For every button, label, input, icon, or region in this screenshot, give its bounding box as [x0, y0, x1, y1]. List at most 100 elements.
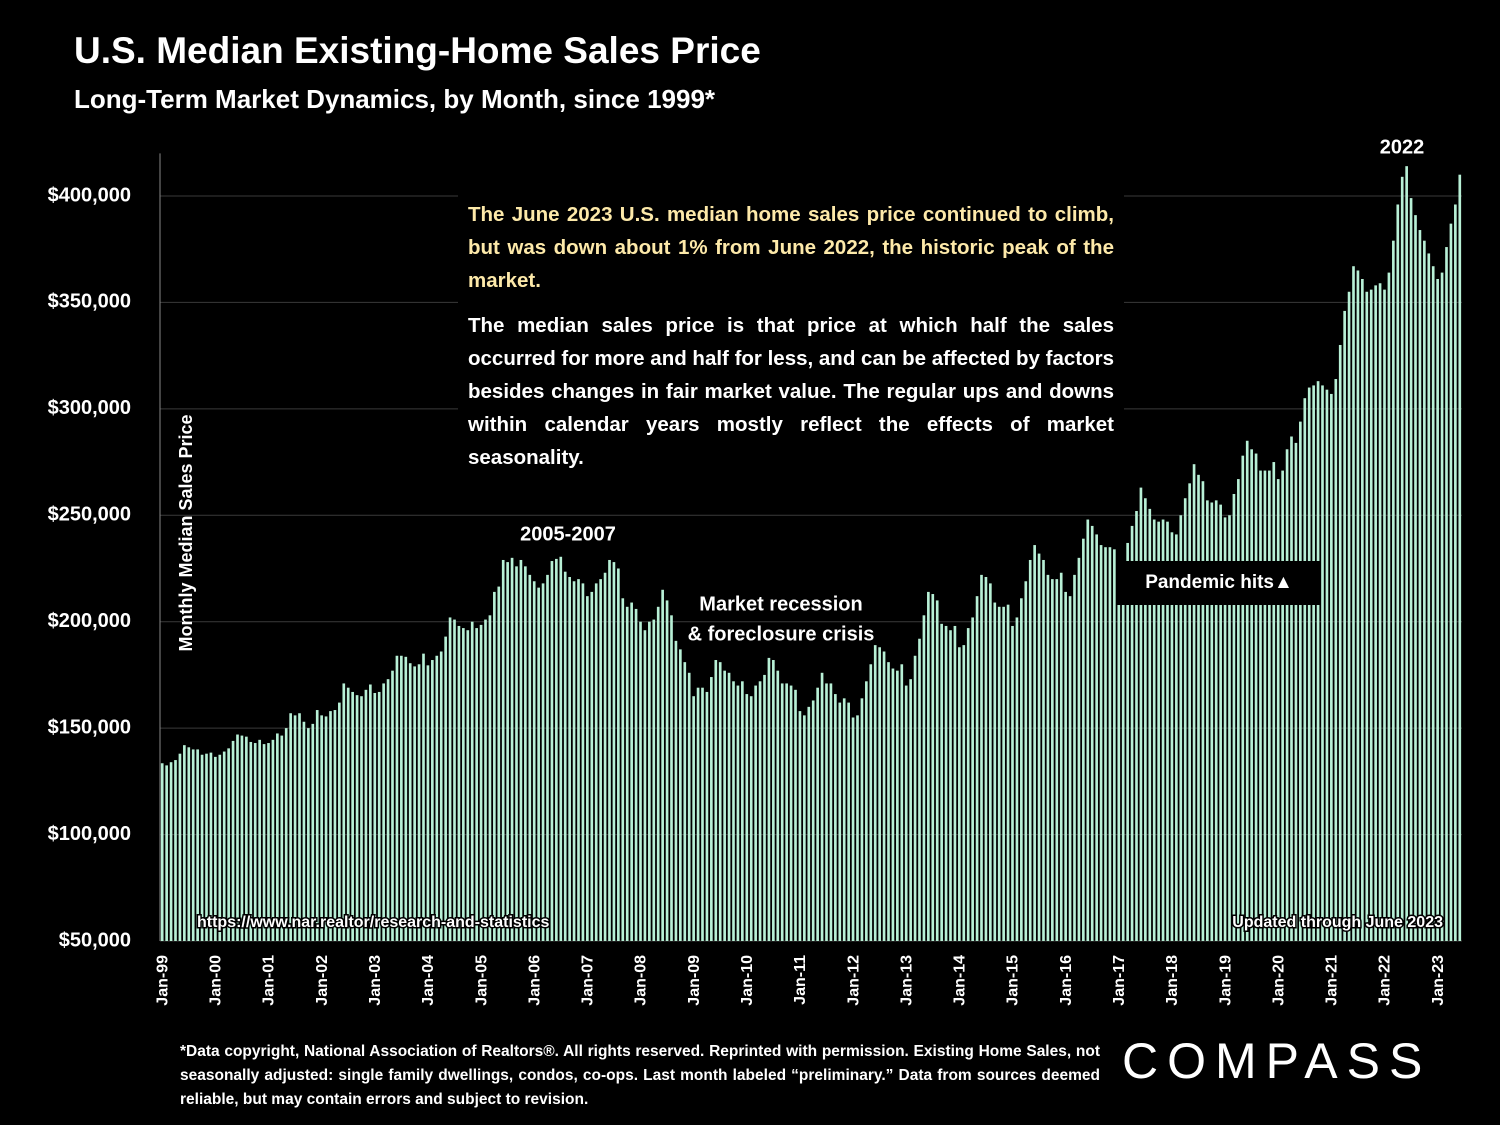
- bar: [439, 651, 443, 941]
- bar: [1024, 581, 1028, 941]
- bar: [1378, 283, 1382, 941]
- bar: [652, 619, 656, 941]
- bar: [475, 628, 478, 941]
- bar: [222, 751, 226, 941]
- bar: [382, 683, 385, 941]
- bar: [524, 566, 527, 941]
- bar: [931, 594, 935, 941]
- bar: [1011, 625, 1014, 941]
- bar: [1232, 493, 1236, 941]
- bar: [510, 557, 514, 941]
- bar: [1272, 462, 1276, 941]
- bar: [324, 716, 328, 941]
- bar: [1263, 470, 1267, 941]
- bar: [338, 702, 341, 941]
- bar: [431, 660, 434, 941]
- bar: [1449, 223, 1453, 942]
- bar: [160, 763, 164, 941]
- bar: [413, 666, 416, 941]
- bar: [891, 668, 895, 941]
- bar: [763, 674, 766, 941]
- x-tick-label: Jan-00: [208, 955, 225, 1006]
- bar: [1170, 532, 1174, 941]
- bar: [993, 602, 997, 941]
- bar: [395, 655, 399, 941]
- footnote: *Data copyright, National Association of…: [180, 1043, 1100, 1108]
- bar: [1254, 453, 1258, 941]
- annotation: Pandemic hits▲: [1145, 572, 1293, 593]
- bar: [820, 672, 824, 941]
- bar: [1002, 606, 1005, 941]
- bar: [1183, 498, 1187, 941]
- bar: [408, 663, 412, 941]
- bar: [869, 664, 873, 941]
- bar: [594, 583, 598, 941]
- bar: [758, 681, 762, 941]
- bar: [665, 600, 669, 941]
- bar: [315, 710, 319, 941]
- bar: [1028, 559, 1032, 941]
- bar: [546, 574, 549, 941]
- bar: [1245, 440, 1249, 941]
- bar: [625, 606, 629, 941]
- bar: [927, 591, 930, 941]
- bar: [811, 700, 815, 941]
- y-tick-label: $200,000: [48, 610, 131, 632]
- bar: [749, 696, 753, 941]
- x-tick-label: Jan-09: [686, 955, 703, 1006]
- bar: [714, 660, 718, 941]
- bar: [165, 765, 168, 941]
- bar: [1006, 604, 1010, 941]
- bar: [687, 672, 691, 941]
- bar: [1374, 285, 1377, 941]
- bar: [865, 681, 868, 941]
- bar: [346, 687, 350, 941]
- bar: [484, 619, 487, 941]
- bar: [1037, 553, 1041, 941]
- bar: [426, 665, 430, 941]
- bar: [377, 691, 381, 941]
- bar: [656, 606, 660, 941]
- y-tick-label: $250,000: [48, 504, 131, 526]
- bar: [648, 621, 651, 941]
- bar: [975, 596, 979, 941]
- note-highlight: The June 2023 U.S. median home sales pri…: [468, 203, 1114, 292]
- x-tick-label: Jan-11: [792, 955, 809, 1005]
- bar: [816, 687, 819, 941]
- bar: [1316, 381, 1320, 941]
- bar: [900, 664, 904, 941]
- bar: [320, 715, 323, 941]
- bar: [1418, 230, 1422, 941]
- bar: [1064, 591, 1067, 941]
- bar: [1020, 598, 1023, 941]
- bar: [1042, 559, 1045, 941]
- bar: [342, 683, 346, 941]
- bar: [1458, 174, 1462, 941]
- bar: [391, 670, 394, 941]
- bar: [555, 558, 558, 941]
- bar: [1166, 521, 1169, 941]
- x-tick-label: Jan-14: [952, 955, 969, 1006]
- bar: [838, 702, 842, 941]
- bar: [661, 589, 664, 941]
- bar: [904, 685, 908, 941]
- bar: [501, 559, 505, 941]
- bar: [1347, 291, 1351, 941]
- bar: [599, 579, 602, 941]
- bar: [1121, 562, 1125, 941]
- bar: [1077, 557, 1081, 941]
- bar: [262, 744, 266, 941]
- bar: [329, 711, 332, 941]
- bar: [1197, 474, 1200, 941]
- bar: [532, 581, 536, 941]
- x-tick-label: Jan-05: [473, 955, 490, 1006]
- x-tick-label: Jan-08: [633, 955, 650, 1006]
- y-tick-label: $50,000: [59, 929, 131, 951]
- x-tick-label: Jan-17: [1111, 955, 1128, 1006]
- x-tick-label: Jan-19: [1217, 955, 1234, 1006]
- bar: [608, 559, 611, 941]
- bar: [825, 683, 828, 941]
- bar: [1268, 470, 1271, 941]
- bar: [1281, 470, 1284, 941]
